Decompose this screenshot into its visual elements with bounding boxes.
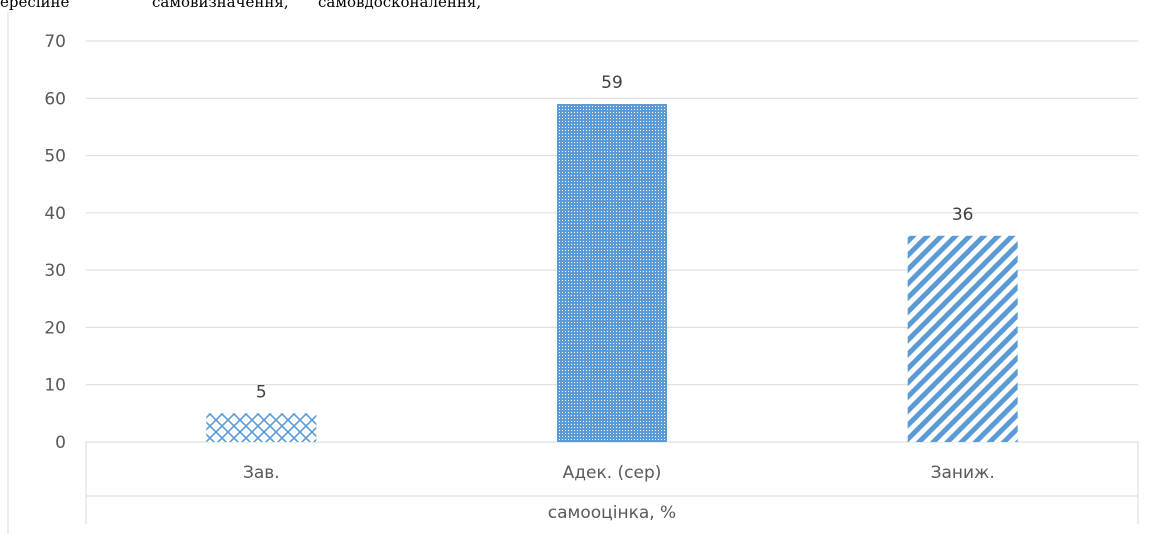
y-tick-label: 60 (44, 89, 66, 109)
y-tick-label: 20 (44, 318, 66, 338)
bar (206, 413, 317, 442)
x-tick-label: Зав. (243, 463, 280, 483)
y-tick-label: 30 (44, 261, 66, 281)
x-axis-label: самооцінка, % (548, 503, 676, 523)
bars (206, 104, 1018, 442)
x-tick-label: Адек. (сер) (563, 463, 662, 483)
data-label: 5 (256, 382, 267, 402)
bar (907, 235, 1018, 442)
page-text-word: самовдосконалення, (318, 0, 482, 11)
data-labels: 5 59 36 (256, 73, 974, 402)
data-label: 59 (601, 73, 623, 93)
page-text-fragment: ересійне самовизначення, самовдосконален… (0, 0, 1159, 13)
page-text-word: самовизначення, (152, 0, 289, 11)
x-tick-label: Заниж. (931, 463, 995, 483)
y-axis-ticks: 0 10 20 30 40 50 60 70 (44, 32, 66, 453)
page-text-word: ересійне (0, 0, 70, 11)
y-tick-label: 50 (44, 147, 66, 167)
y-tick-label: 0 (55, 433, 66, 453)
data-label: 36 (952, 205, 974, 225)
bar (557, 104, 667, 442)
y-tick-label: 10 (44, 376, 66, 396)
x-axis-ticks: Зав. Адек. (сер) Заниж. (243, 463, 995, 483)
y-tick-label: 70 (44, 32, 66, 52)
y-tick-label: 40 (44, 204, 66, 224)
